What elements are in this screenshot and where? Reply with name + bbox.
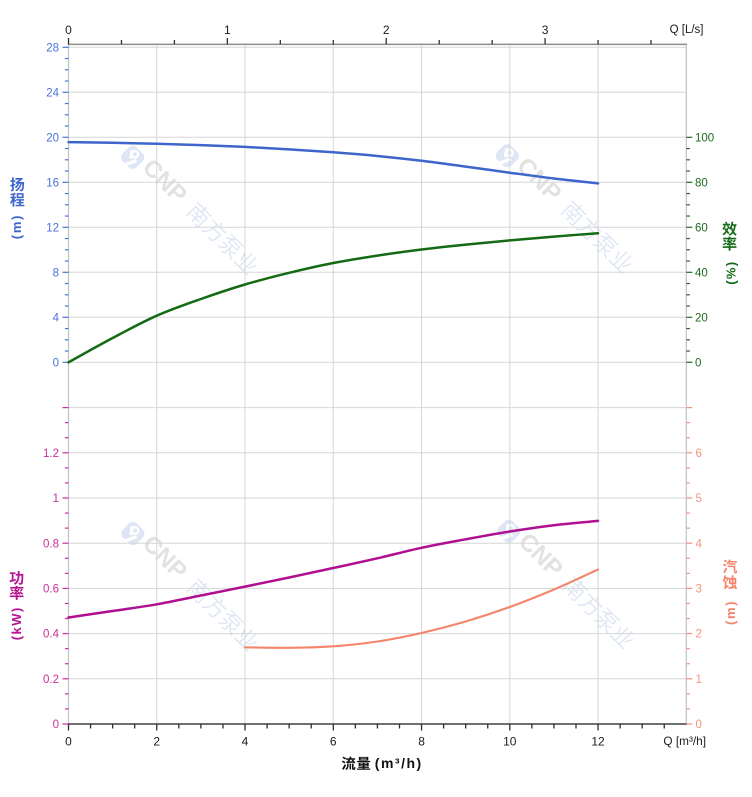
svg-text:40: 40: [695, 267, 708, 279]
svg-text:10: 10: [503, 735, 517, 749]
svg-text:1: 1: [224, 23, 231, 37]
svg-text:60: 60: [695, 222, 708, 234]
svg-text:0: 0: [695, 357, 701, 369]
svg-text:0: 0: [696, 719, 702, 731]
svg-text:6: 6: [330, 735, 337, 749]
svg-text:0: 0: [65, 735, 72, 749]
svg-text:24: 24: [46, 87, 59, 99]
svg-text:80: 80: [695, 177, 708, 189]
svg-text:28: 28: [46, 42, 59, 54]
svg-text:1: 1: [696, 674, 702, 686]
svg-text:(m): (m): [9, 214, 24, 239]
svg-text:0.2: 0.2: [43, 674, 59, 686]
svg-text:0: 0: [65, 23, 72, 37]
svg-text:Q [L/s]: Q [L/s]: [670, 24, 704, 36]
svg-text:2: 2: [696, 629, 702, 641]
svg-text:8: 8: [418, 735, 425, 749]
svg-text:0.6: 0.6: [43, 584, 59, 596]
svg-text:12: 12: [591, 735, 605, 749]
svg-text:0: 0: [53, 719, 59, 731]
svg-text:6: 6: [696, 448, 702, 460]
svg-text:5: 5: [696, 493, 702, 505]
svg-text:(m): (m): [723, 600, 738, 625]
svg-text:3: 3: [542, 23, 549, 37]
svg-text:0.8: 0.8: [43, 538, 59, 550]
svg-text:4: 4: [696, 538, 703, 550]
svg-text:1.2: 1.2: [43, 448, 59, 460]
svg-text:(kW): (kW): [9, 606, 24, 640]
svg-text:0.4: 0.4: [43, 629, 60, 641]
svg-text:2: 2: [153, 735, 160, 749]
svg-text:16: 16: [46, 177, 59, 189]
svg-text:4: 4: [53, 312, 60, 324]
svg-text:100: 100: [695, 132, 714, 144]
svg-text:20: 20: [695, 312, 708, 324]
svg-text:0: 0: [53, 357, 59, 369]
svg-text:(m³/h): (m³/h): [375, 755, 423, 771]
svg-text:20: 20: [46, 132, 59, 144]
svg-text:(%): (%): [723, 260, 738, 284]
svg-text:2: 2: [383, 23, 390, 37]
svg-text:Q [m³/h]: Q [m³/h]: [663, 734, 706, 748]
svg-text:12: 12: [46, 222, 59, 234]
svg-text:8: 8: [53, 267, 59, 279]
svg-text:3: 3: [696, 584, 702, 596]
svg-text:4: 4: [242, 735, 249, 749]
svg-text:1: 1: [53, 493, 59, 505]
